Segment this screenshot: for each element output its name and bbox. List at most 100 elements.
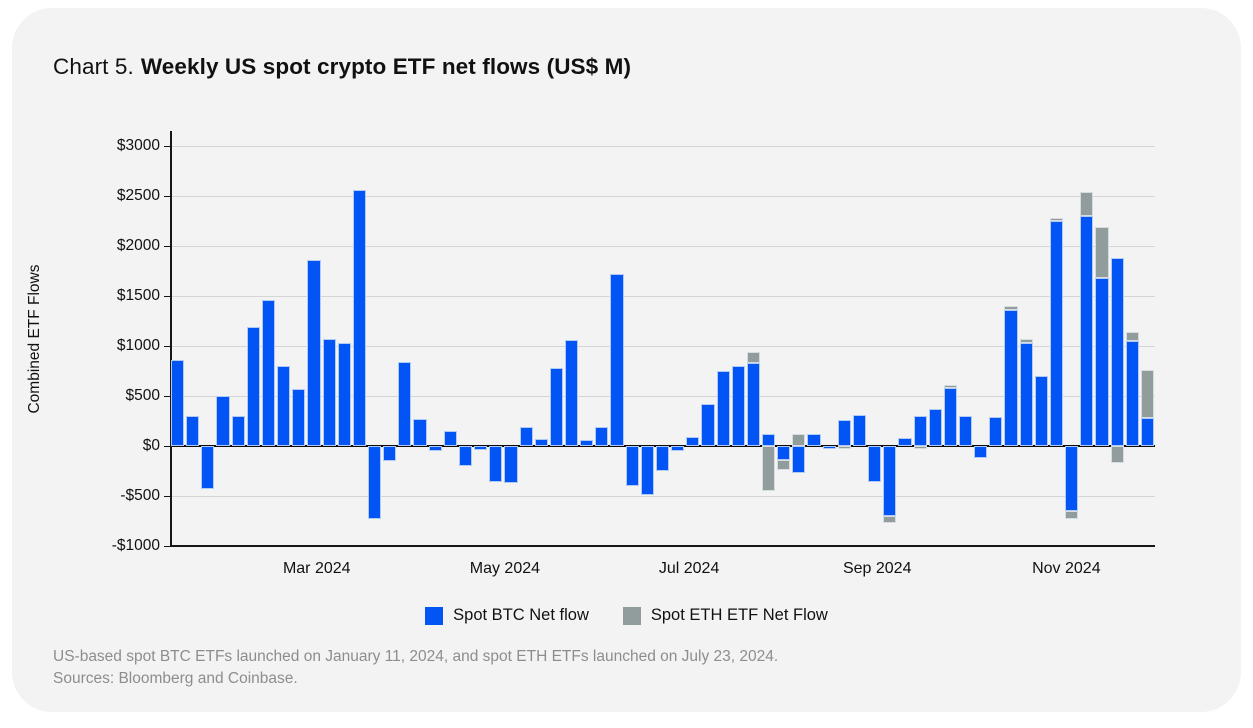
- bar-btc: [1125, 341, 1139, 446]
- bar-btc: [519, 427, 533, 446]
- bar-btc: [928, 409, 942, 446]
- bar-btc: [716, 371, 730, 446]
- bar-btc: [898, 438, 912, 446]
- bar-btc: [1080, 216, 1094, 446]
- bar-eth: [1049, 218, 1064, 221]
- y-tick-mark: [164, 545, 170, 547]
- bar-btc: [216, 396, 230, 446]
- bar-eth: [883, 516, 897, 523]
- y-tick-label: $1500: [116, 287, 160, 304]
- bar-eth: [746, 352, 760, 363]
- gridline: [170, 146, 1155, 147]
- bar-btc: [549, 368, 563, 446]
- bar-eth: [792, 434, 806, 446]
- x-tick-label: Nov 2024: [1032, 560, 1101, 577]
- bar-btc: [595, 427, 609, 446]
- gridline: [170, 396, 1155, 397]
- bar-btc: [428, 446, 442, 451]
- bar-btc: [171, 360, 185, 446]
- bar-btc: [943, 388, 957, 446]
- bar-btc: [686, 437, 700, 446]
- bar-btc: [1034, 376, 1048, 446]
- bar-btc: [1019, 343, 1033, 446]
- bar-btc: [762, 434, 776, 446]
- bar-btc: [883, 446, 897, 516]
- bar-btc: [868, 446, 882, 482]
- bar-btc: [671, 446, 685, 451]
- legend: Spot BTC Net flow Spot ETH ETF Net Flow: [12, 606, 1241, 625]
- y-tick-label: $500: [125, 387, 160, 404]
- y-tick-mark: [164, 245, 170, 247]
- gridline: [170, 246, 1155, 247]
- bar-btc: [292, 389, 306, 446]
- bar-btc: [625, 446, 639, 486]
- bar-btc: [807, 434, 821, 446]
- y-tick-mark: [164, 345, 170, 347]
- bar-btc: [565, 340, 579, 446]
- bar-btc: [1140, 418, 1154, 446]
- y-tick-mark: [164, 495, 170, 497]
- y-tick-label: $1000: [116, 337, 160, 354]
- bar-eth: [777, 460, 791, 470]
- bar-btc: [352, 190, 366, 446]
- bar-btc: [1065, 446, 1079, 511]
- bar-btc: [989, 417, 1003, 446]
- gridline: [170, 346, 1155, 347]
- bar-btc: [337, 343, 351, 446]
- y-axis-title: Combined ETF Flows: [26, 264, 43, 414]
- bar-btc: [489, 446, 503, 482]
- chart-panel: Chart 5. Weekly US spot crypto ETF net fl…: [12, 8, 1241, 712]
- bar-btc: [458, 446, 473, 466]
- x-tick-label: Jul 2024: [658, 560, 720, 577]
- gridline: [170, 296, 1155, 297]
- x-tick-label: Sep 2024: [842, 560, 912, 577]
- bar-btc: [261, 300, 276, 446]
- bar-btc: [580, 440, 594, 446]
- bar-btc: [1110, 258, 1124, 446]
- y-tick-label: $2500: [116, 187, 160, 204]
- bar-btc: [913, 416, 927, 446]
- y-tick-mark: [164, 445, 170, 447]
- bar-btc: [231, 416, 245, 446]
- y-tick-label: $0: [142, 437, 160, 454]
- bar-eth: [1019, 339, 1033, 343]
- footnote-line-1: US-based spot BTC ETFs launched on Janua…: [53, 648, 779, 665]
- footnote-line-2: Sources: Bloomberg and Coinbase.: [53, 670, 298, 687]
- y-tick-mark: [164, 195, 170, 197]
- bar-eth: [913, 446, 927, 449]
- bar-btc: [504, 446, 518, 483]
- bar-btc: [534, 439, 548, 446]
- bar-btc: [383, 446, 397, 461]
- bar-eth: [1065, 511, 1079, 519]
- bar-btc: [1004, 310, 1018, 446]
- bar-eth: [1095, 227, 1109, 278]
- bar-eth: [762, 446, 776, 491]
- y-tick-mark: [164, 395, 170, 397]
- bar-btc: [640, 446, 654, 495]
- bar-btc: [1095, 278, 1109, 446]
- bar-btc: [701, 404, 715, 446]
- bar-btc: [186, 416, 200, 446]
- bar-btc: [655, 446, 670, 471]
- bar-btc: [443, 431, 457, 446]
- bar-eth: [1080, 192, 1094, 216]
- bar-btc: [307, 260, 321, 446]
- y-tick-label: -$500: [120, 487, 160, 504]
- bar-btc: [474, 446, 488, 450]
- chart-title-text: Weekly US spot crypto ETF net flows (US$…: [140, 54, 632, 79]
- chart-number: Chart 5.: [53, 54, 134, 79]
- bar-eth: [943, 385, 957, 388]
- bar-btc: [822, 446, 836, 449]
- bar-btc: [1049, 221, 1064, 446]
- bar-btc: [746, 363, 760, 446]
- gridline: [170, 496, 1155, 497]
- bar-btc: [974, 446, 988, 458]
- bar-btc: [792, 446, 806, 473]
- bar-eth: [1004, 306, 1018, 310]
- bar-eth: [1110, 446, 1124, 463]
- y-tick-mark: [164, 145, 170, 147]
- chart-title: Chart 5. Weekly US spot crypto ETF net fl…: [53, 54, 631, 80]
- x-axis-line: [170, 545, 1155, 547]
- bar-btc: [201, 446, 215, 489]
- y-axis-line: [170, 131, 172, 547]
